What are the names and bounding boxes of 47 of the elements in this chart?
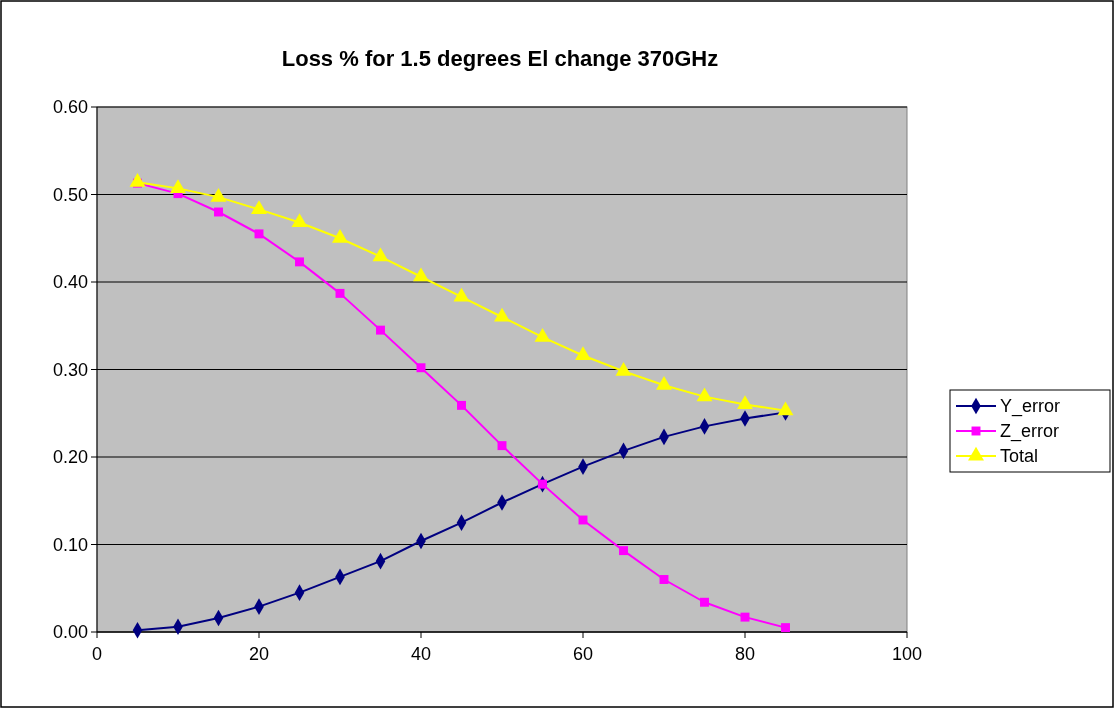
point: [295, 257, 304, 267]
point: [619, 546, 628, 556]
y-tick-label: 0.60: [52, 97, 88, 118]
point: [376, 325, 385, 335]
y-tick-label: 0.20: [52, 447, 88, 468]
y-tick-label: 0.40: [52, 272, 88, 293]
point: [254, 229, 264, 239]
point: [457, 400, 466, 410]
point: [251, 200, 267, 214]
point: [534, 327, 551, 342]
point: [696, 387, 713, 402]
y-tick-label: 0.50: [52, 184, 88, 205]
point: [777, 401, 794, 416]
x-tick-label: 20: [248, 644, 270, 664]
legend-label: Y_error: [1000, 396, 1061, 418]
point: [413, 267, 429, 282]
point: [497, 441, 507, 451]
point: [372, 247, 389, 262]
point: [575, 346, 591, 361]
y-tick-label: 0.10: [52, 534, 88, 555]
point: [656, 376, 672, 390]
x-tick-label: 0: [91, 644, 103, 664]
point: [781, 623, 790, 633]
point: [700, 597, 709, 607]
x-tick-label: 80: [734, 644, 756, 664]
legend-label: Z_error: [1000, 421, 1060, 443]
point: [335, 288, 345, 298]
point: [291, 213, 308, 228]
point: [129, 173, 146, 187]
point: [659, 575, 669, 584]
point: [453, 287, 470, 302]
point: [332, 229, 348, 243]
point: [416, 363, 426, 373]
y-tick-label: 0.30: [52, 359, 88, 380]
point: [170, 179, 186, 193]
point: [210, 187, 227, 202]
x-tick-label: 40: [410, 644, 432, 664]
point: [214, 207, 223, 217]
y-tick-label: 0.00: [52, 622, 88, 643]
chart-title: Loss % for 1.5 degrees El change 370GHz: [281, 46, 719, 71]
legend-label: Total: [1000, 446, 1039, 467]
point: [615, 362, 632, 376]
point: [494, 307, 510, 322]
x-tick-label: 60: [572, 644, 594, 664]
point: [737, 395, 753, 410]
point: [740, 612, 750, 622]
x-tick-label: 100: [891, 644, 923, 664]
